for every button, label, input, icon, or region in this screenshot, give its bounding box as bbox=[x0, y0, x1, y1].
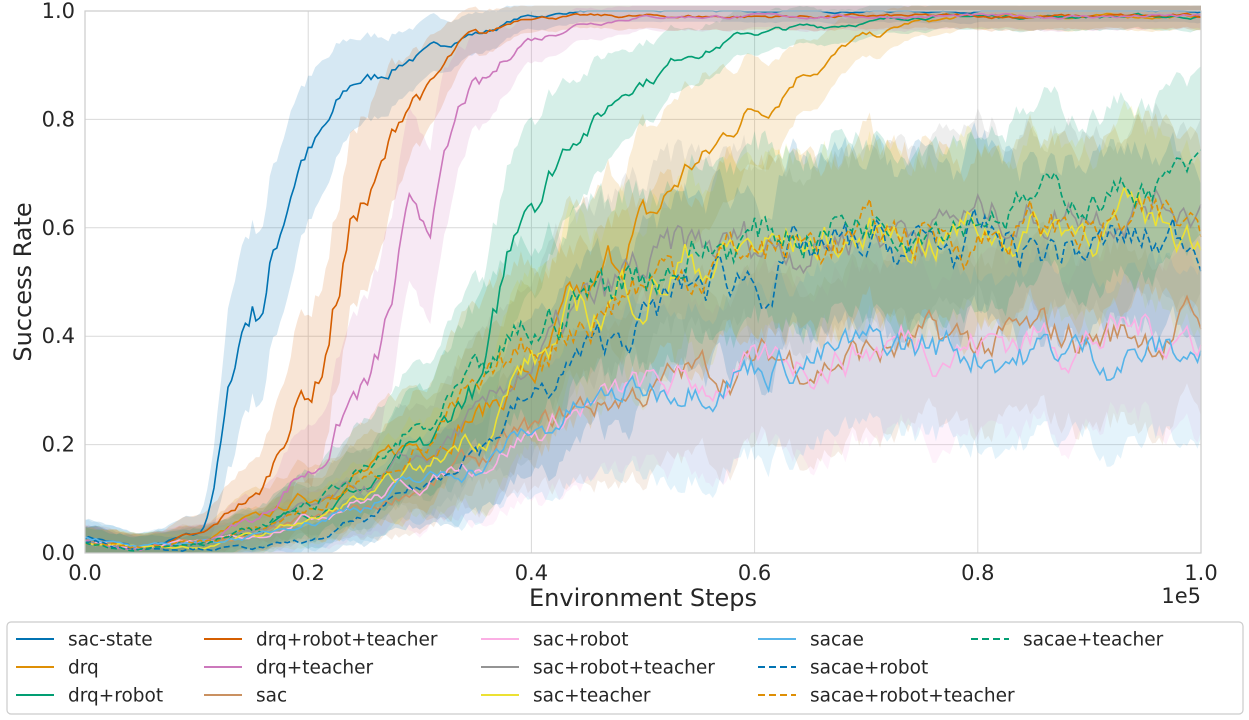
line-sac+robot bbox=[84, 313, 1202, 550]
legend-label: sac+teacher bbox=[533, 686, 651, 707]
x-tick-label: 1.0 bbox=[1184, 561, 1217, 585]
line-sacae bbox=[84, 323, 1202, 548]
band-sacae+robot+teacher bbox=[85, 110, 1201, 553]
x-tick-label: 0.4 bbox=[515, 561, 548, 585]
legend-label: sacae+robot bbox=[810, 658, 928, 679]
legend-label: drq bbox=[68, 658, 99, 679]
legend-label: sac bbox=[256, 686, 287, 707]
legend-label: sac-state bbox=[68, 630, 153, 651]
x-tick-label: 0.0 bbox=[68, 561, 101, 585]
legend-label: drq+teacher bbox=[256, 658, 374, 679]
y-tick-label: 0.4 bbox=[42, 324, 75, 348]
legend-label: drq+robot+teacher bbox=[256, 630, 438, 651]
x-tick-label: 0.8 bbox=[961, 561, 994, 585]
band-drq+robot bbox=[85, 5, 1201, 554]
y-tick-label: 0.0 bbox=[42, 541, 75, 565]
line-drq+teacher bbox=[84, 12, 1202, 551]
line-sacae+robot bbox=[84, 206, 1202, 552]
y-tick-label: 0.8 bbox=[42, 107, 75, 131]
line-sac+robot+teacher bbox=[84, 187, 1202, 550]
y-tick-label: 0.6 bbox=[42, 216, 75, 240]
band-drq bbox=[85, 5, 1201, 554]
y-axis-label: Success Rate bbox=[9, 202, 37, 361]
band-sac bbox=[85, 209, 1201, 553]
line-sac bbox=[85, 294, 1202, 549]
y-tick-label: 1.0 bbox=[42, 0, 75, 23]
legend-label: sac+robot bbox=[533, 630, 628, 651]
band-sac+teacher bbox=[85, 100, 1201, 553]
legend-label: sacae bbox=[810, 630, 864, 651]
legend-label: drq+robot bbox=[68, 686, 163, 707]
x-tick-label: 0.2 bbox=[291, 561, 324, 585]
confidence-bands bbox=[85, 5, 1201, 554]
legend: sac-state drq drq+robot drq+robot+teacher dr… bbox=[6, 621, 1244, 715]
band-drq+teacher bbox=[85, 5, 1201, 554]
legend-label: sacae+teacher bbox=[1023, 630, 1164, 651]
x-tick-label: 0.6 bbox=[738, 561, 771, 585]
band-drq+robot+teacher bbox=[85, 5, 1201, 554]
line-sacae+robot+teacher bbox=[84, 196, 1202, 550]
line-sacae+teacher bbox=[84, 149, 1202, 552]
tick-labels: 0.0 0.2 0.4 0.6 0.8 1.0 0.0 0.2 0.4 0.6 0.8 1.0 bbox=[42, 0, 1218, 585]
legend-label: sac+robot+teacher bbox=[533, 658, 715, 679]
band-sac+robot+teacher bbox=[85, 102, 1201, 554]
band-sacae+teacher bbox=[85, 66, 1201, 553]
plot-frame bbox=[84, 10, 1202, 554]
x-scale-label: 1e5 bbox=[1161, 584, 1201, 608]
legend-frame bbox=[6, 621, 1244, 715]
y-tick-label: 0.2 bbox=[42, 433, 75, 457]
x-axis-label: Environment Steps bbox=[529, 584, 757, 612]
legend-label: sacae+robot+teacher bbox=[810, 686, 1015, 707]
